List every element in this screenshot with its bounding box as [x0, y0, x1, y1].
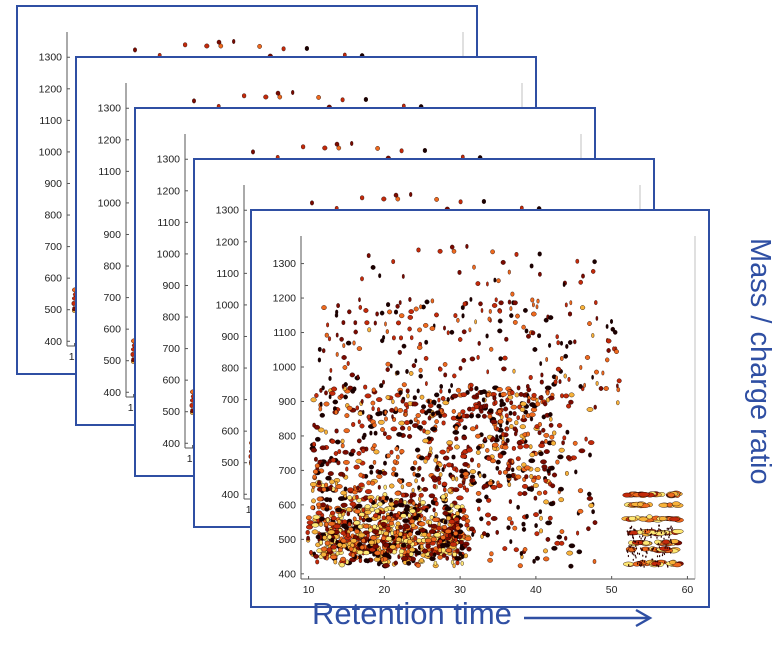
- y-tick-label: 500: [162, 406, 180, 418]
- y-tick-label: 1100: [39, 115, 62, 127]
- y-tick-label: 1300: [39, 52, 63, 64]
- peak-point: [340, 97, 345, 103]
- peak-point: [218, 43, 224, 49]
- peak-point: [242, 93, 247, 99]
- peak-point: [192, 98, 196, 104]
- y-tick-label: 800: [103, 261, 121, 273]
- y-tick-label: 1200: [39, 83, 63, 95]
- y-tick-label: 900: [103, 229, 121, 241]
- peak-point: [204, 43, 210, 49]
- peak-point: [316, 95, 321, 100]
- x-tick-label: 10: [69, 351, 81, 363]
- peak-point: [183, 42, 188, 48]
- y-tick-label: 1100: [98, 166, 121, 178]
- y-tick-label: 1100: [157, 217, 180, 229]
- peak-point: [304, 46, 309, 51]
- y-tick-label: 500: [44, 304, 62, 316]
- x-tick-label: 10: [128, 402, 140, 414]
- y-tick-label: 1000: [39, 146, 63, 158]
- peak-point: [232, 39, 236, 44]
- y-tick-label: 900: [162, 280, 180, 292]
- peak-point: [277, 94, 283, 100]
- y-tick-label: 1300: [157, 154, 181, 166]
- y-tick-label: 1200: [98, 134, 122, 146]
- y-tick-label: 800: [44, 210, 62, 222]
- peak-point: [281, 46, 286, 52]
- peak-point: [263, 94, 269, 100]
- y-tick-label: 600: [162, 375, 180, 387]
- y-tick-label: 1300: [98, 103, 122, 115]
- y-tick-label: 700: [162, 343, 180, 355]
- y-tick-label: 700: [103, 292, 121, 304]
- y-tick-label: 600: [44, 273, 62, 285]
- y-tick-label: 400: [44, 336, 62, 348]
- y-tick-label: 1000: [98, 197, 122, 209]
- peak-point: [133, 47, 137, 53]
- peak-point: [291, 90, 295, 95]
- y-tick-label: 400: [103, 387, 121, 399]
- y-tick-label: 500: [103, 355, 121, 367]
- y-tick-label: 900: [44, 178, 62, 190]
- peak-point: [363, 97, 368, 102]
- y-tick-label: 800: [162, 312, 180, 324]
- y-tick-label: 700: [44, 241, 62, 253]
- peak-point: [257, 44, 262, 49]
- y-tick-label: 1000: [157, 248, 181, 260]
- y-tick-label: 400: [162, 438, 180, 450]
- y-tick-label: 1200: [157, 185, 181, 197]
- y-tick-label: 600: [103, 324, 121, 336]
